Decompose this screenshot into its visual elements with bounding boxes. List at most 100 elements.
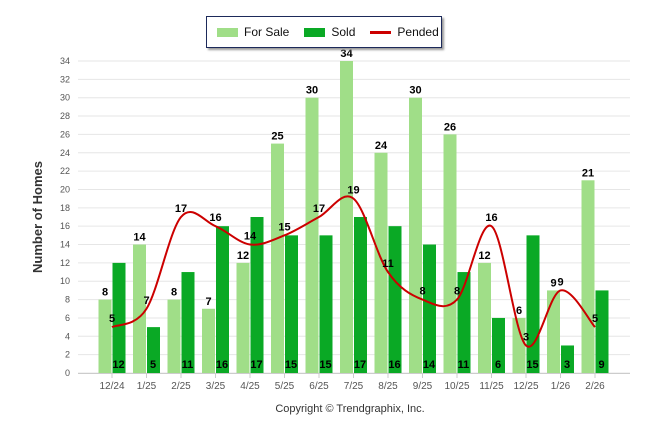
label-for-sale: 7: [205, 296, 211, 308]
label-for-sale: 14: [133, 232, 146, 244]
sold-swatch: [304, 27, 326, 37]
bar-sold: [354, 217, 367, 373]
label-pended: 5: [109, 313, 115, 325]
label-pended: 7: [143, 295, 149, 307]
y-tick-label: 18: [60, 203, 70, 213]
bar-sold: [285, 235, 298, 373]
label-sold: 5: [150, 359, 156, 371]
line-pended: [111, 195, 596, 348]
x-tick-label: 6/25: [309, 381, 329, 392]
bar-sold: [423, 244, 436, 373]
bar-for-sale: [133, 244, 146, 373]
label-for-sale: 34: [340, 48, 353, 60]
y-tick-label: 4: [65, 331, 70, 341]
pended-swatch: [370, 30, 392, 34]
bar-for-sale: [478, 262, 491, 373]
bar-for-sale: [236, 262, 250, 373]
label-sold: 11: [458, 359, 470, 371]
legend: For Sale Sold Pended: [206, 16, 442, 48]
x-tick-label: 10/25: [444, 381, 469, 392]
y-tick-label: 20: [60, 184, 70, 194]
bar-sold: [492, 317, 505, 373]
label-pended: 16: [209, 212, 221, 224]
label-pended: 3: [523, 331, 529, 343]
y-tick-label: 32: [60, 74, 70, 84]
y-tick-label: 26: [60, 129, 70, 139]
x-tick-label: 9/25: [413, 381, 433, 392]
bar-for-sale: [167, 299, 181, 373]
bar-sold: [595, 290, 609, 373]
x-tick-label: 5/25: [275, 381, 295, 392]
y-tick-label: 12: [60, 258, 70, 268]
x-tick-label: 7/25: [344, 381, 364, 392]
y-tick-label: 6: [65, 313, 70, 323]
label-pended: 11: [382, 258, 394, 270]
y-tick-label: 24: [60, 148, 70, 158]
label-pended: 16: [485, 212, 497, 224]
x-tick-label: 12/24: [99, 381, 124, 392]
label-for-sale: 25: [271, 131, 283, 143]
y-tick-label: 10: [60, 276, 70, 286]
y-tick-label: 2: [65, 350, 70, 360]
label-sold: 14: [423, 359, 436, 371]
label-sold: 15: [526, 359, 538, 371]
x-tick-label: 11/25: [479, 381, 504, 392]
label-sold: 11: [182, 359, 194, 371]
bar-for-sale: [202, 308, 215, 373]
label-for-sale: 26: [444, 121, 456, 133]
y-tick-label: 14: [60, 240, 70, 250]
bar-sold: [388, 226, 402, 373]
label-pended: 15: [278, 221, 290, 233]
y-tick-label: 0: [65, 368, 70, 378]
label-pended: 17: [313, 203, 325, 215]
legend-label: For Sale: [244, 25, 290, 39]
bar-sold: [250, 217, 264, 373]
y-tick-label: 28: [60, 111, 70, 121]
label-sold: 17: [250, 359, 262, 371]
x-tick-label: 12/25: [513, 381, 538, 392]
label-pended: 5: [592, 313, 598, 325]
label-sold: 9: [598, 359, 604, 371]
label-sold: 12: [112, 359, 124, 371]
bar-sold: [112, 262, 126, 373]
legend-pended[interactable]: Pended: [370, 25, 439, 39]
label-for-sale: 21: [582, 167, 594, 179]
y-tick-label: 34: [60, 56, 70, 66]
y-tick-label: 30: [60, 93, 70, 103]
bar-sold: [181, 272, 195, 373]
bar-sold: [457, 272, 471, 373]
x-tick-label: 1/26: [551, 381, 571, 392]
legend-for-sale[interactable]: For Sale: [217, 25, 289, 39]
label-pended: 17: [175, 203, 187, 215]
bar-sold: [147, 327, 160, 373]
label-for-sale: 8: [102, 287, 108, 299]
label-for-sale: 30: [409, 85, 421, 97]
bar-for-sale: [409, 97, 422, 374]
label-for-sale: 12: [478, 250, 490, 262]
label-sold: 16: [216, 359, 228, 371]
x-tick-label: 2/25: [171, 381, 191, 392]
label-for-sale: 24: [375, 140, 388, 152]
label-sold: 17: [354, 359, 366, 371]
label-sold: 16: [388, 359, 400, 371]
label-for-sale: 30: [306, 85, 318, 97]
legend-label: Sold: [331, 25, 356, 39]
x-tick-label: 8/25: [378, 381, 398, 392]
label-pended: 8: [419, 286, 425, 298]
legend-sold[interactable]: Sold: [304, 25, 355, 39]
x-tick-label: 4/25: [240, 381, 260, 392]
copyright: Copyright © Trendgraphix, Inc.: [275, 403, 424, 415]
label-for-sale: 9: [550, 277, 556, 289]
bar-for-sale: [443, 134, 457, 373]
bar-sold: [526, 235, 540, 373]
legend-label: Pended: [397, 25, 439, 39]
y-tick-label: 8: [65, 295, 70, 305]
label-pended: 14: [244, 231, 257, 243]
label-sold: 15: [285, 359, 297, 371]
y-tick-label: 22: [60, 166, 70, 176]
x-tick-label: 2/26: [585, 381, 605, 392]
bar-for-sale: [581, 180, 595, 373]
bar-for-sale: [547, 290, 560, 373]
label-sold: 15: [319, 359, 331, 371]
